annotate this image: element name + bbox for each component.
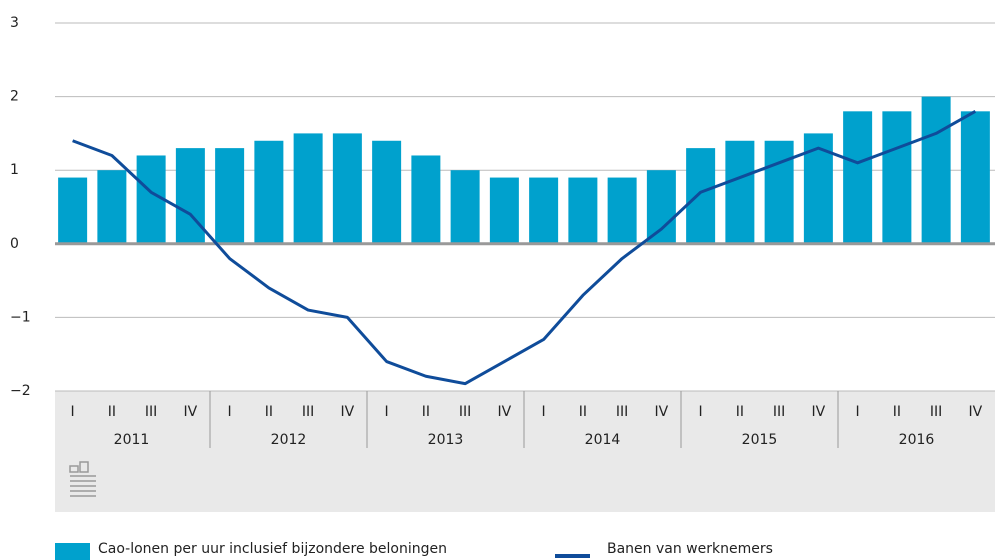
bar: [411, 155, 441, 244]
x-tick-label: I: [71, 404, 75, 420]
bar: [175, 148, 205, 244]
x-tick-label: I: [228, 404, 232, 420]
group-label: 2013: [428, 432, 464, 448]
bar: [97, 170, 127, 244]
bar: [489, 177, 519, 244]
line: [72, 110, 977, 386]
y-tick-label: 0: [10, 236, 19, 252]
x-tick-label: I: [856, 404, 860, 420]
bar: [803, 133, 833, 244]
legend-label: Banen van werknemers: [607, 541, 773, 557]
bar: [686, 148, 716, 244]
x-tick-label: IV: [655, 404, 669, 420]
legend-label: Cao-lonen per uur inclusief bijzondere b…: [98, 541, 447, 557]
logo: [69, 461, 96, 497]
y-tick-label: 2: [10, 89, 19, 105]
bar: [960, 111, 990, 244]
x-tick-label: II: [893, 404, 901, 420]
x-tick-label: II: [108, 404, 116, 420]
group-label: 2014: [585, 432, 621, 448]
x-tick-label: III: [459, 404, 471, 420]
bar: [568, 177, 598, 244]
x-tick-label: IV: [341, 404, 355, 420]
bar: [372, 140, 402, 244]
bar: [254, 140, 284, 244]
x-tick-label: III: [302, 404, 314, 420]
x-tick-label: II: [265, 404, 273, 420]
x-tick-label: III: [145, 404, 157, 420]
y-tick-label: 1: [10, 162, 19, 178]
x-tick-label: IV: [498, 404, 512, 420]
group-label: 2015: [742, 432, 778, 448]
x-tick-label: II: [736, 404, 744, 420]
x-tick-label: IV: [184, 404, 198, 420]
x-tick-label: IV: [969, 404, 983, 420]
bar: [764, 140, 794, 244]
bar: [882, 111, 912, 244]
y-tick-label: 3: [10, 15, 19, 31]
bar: [607, 177, 637, 244]
x-tick-label: III: [616, 404, 628, 420]
x-tick-label: II: [422, 404, 430, 420]
bar: [136, 155, 166, 244]
bar: [215, 148, 245, 244]
x-tick-label: III: [773, 404, 785, 420]
bar: [450, 170, 480, 244]
bar: [332, 133, 362, 244]
bar: [58, 177, 88, 244]
x-tick-label: I: [385, 404, 389, 420]
legend-swatch-bar: [55, 543, 90, 560]
group-label: 2016: [899, 432, 935, 448]
bar: [921, 96, 951, 244]
x-tick-label: II: [579, 404, 587, 420]
bar: [529, 177, 559, 244]
bar: [725, 140, 755, 244]
group-label: 2012: [271, 432, 307, 448]
y-tick-label: −2: [10, 383, 31, 399]
x-tick-label: I: [699, 404, 703, 420]
bar: [843, 111, 873, 244]
bar: [293, 133, 323, 244]
group-label: 2011: [114, 432, 150, 448]
y-tick-label: −1: [10, 309, 31, 325]
x-tick-label: IV: [812, 404, 826, 420]
bar: [646, 170, 676, 244]
x-tick-label: III: [930, 404, 942, 420]
x-tick-label: I: [542, 404, 546, 420]
